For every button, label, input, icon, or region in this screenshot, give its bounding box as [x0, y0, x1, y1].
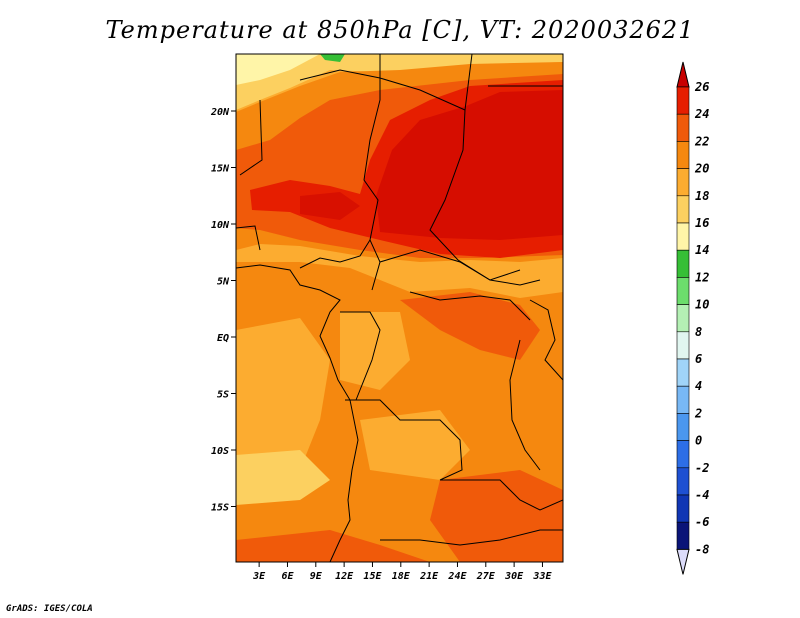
lat-tick-label: 5S — [217, 390, 229, 401]
lon-tick-label: 18E — [392, 571, 411, 582]
colorbar-label: 10 — [695, 298, 709, 312]
colorbar-swatch — [676, 440, 690, 469]
colorbar-label: 12 — [695, 270, 709, 284]
colorbar-swatch — [676, 86, 690, 115]
lon-tick-label: 15E — [363, 571, 382, 582]
lat-tick-label: 5N — [217, 277, 230, 288]
colorbar-bottom-arrow — [676, 548, 690, 575]
colorbar-label: -8 — [695, 542, 709, 556]
colorbar-swatch — [676, 304, 690, 333]
colorbar-label: -2 — [695, 461, 709, 475]
border-angola — [345, 399, 463, 481]
colorbar-label: 14 — [695, 243, 709, 257]
lon-tick-label: 27E — [476, 571, 496, 582]
field-26-west — [300, 192, 360, 220]
border-drc-north — [409, 291, 531, 321]
lon-tick-label: 6E — [281, 571, 294, 582]
field-16-southwest — [236, 450, 330, 505]
colorbar-swatch — [676, 413, 690, 441]
latitude-axis: 20N 15N 10N 5N EQ 5S 10S 15S — [210, 107, 236, 514]
field-18-angola — [360, 410, 470, 480]
lat-tick-label: 10S — [211, 446, 229, 457]
colorbar-swatch — [676, 358, 690, 387]
lat-tick-label: 20N — [210, 107, 230, 118]
field-16-north — [236, 54, 563, 110]
field-12-north — [320, 54, 345, 62]
border-congo — [340, 311, 381, 401]
colorbar-label: 6 — [695, 352, 702, 366]
lon-tick-label: 33E — [532, 571, 552, 582]
lat-tick-label: EQ — [217, 333, 229, 344]
border-lakes — [509, 339, 541, 471]
colorbar-swatch — [676, 494, 690, 523]
field-26-core — [376, 90, 563, 240]
border-namibia — [380, 529, 563, 546]
colorbar-swatch — [676, 141, 690, 169]
colorbar-label: 4 — [695, 379, 702, 393]
colorbar-label: 22 — [694, 134, 709, 148]
colorbar-label: 26 — [694, 80, 709, 94]
colorbar-swatch — [676, 249, 690, 278]
border-uganda — [529, 299, 563, 381]
colorbar-label: -6 — [695, 515, 709, 529]
colorbar-label: 8 — [695, 325, 702, 339]
colorbar-label: 24 — [694, 107, 709, 121]
colorbar-label: 0 — [695, 434, 702, 448]
colorbar-top-arrow — [676, 61, 690, 88]
field-22-south — [236, 530, 430, 562]
lat-tick-label: 15N — [211, 164, 230, 175]
map-frame — [235, 53, 564, 563]
field-14-north — [236, 54, 320, 85]
coastline — [236, 264, 359, 562]
colorbar-swatch — [676, 113, 690, 142]
colorbar-label: 18 — [695, 189, 709, 203]
border-niger — [239, 99, 263, 176]
colorbar-label: 2 — [694, 406, 702, 420]
lon-tick-label: 3E — [252, 571, 266, 582]
colorbar-swatch — [676, 277, 690, 305]
colorbar-label: 16 — [695, 216, 709, 230]
chart-title: Temperature at 850hPa [C], VT: 202003262… — [105, 16, 695, 44]
colorbar-label: -4 — [695, 488, 709, 502]
border-nigeria — [236, 225, 261, 251]
temperature-field — [236, 54, 563, 562]
longitude-axis: 3E 6E 9E 12E 15E 18E 21E 24E 27E 30E 33E — [252, 562, 552, 582]
country-borders — [236, 54, 563, 562]
colorbar-swatch — [676, 331, 690, 360]
border-cameroon — [299, 239, 371, 269]
lon-tick-label: 30E — [504, 571, 524, 582]
border-car — [379, 249, 541, 286]
colorbar-swatch — [676, 195, 690, 224]
field-18-congo — [340, 312, 410, 390]
field-22-zambia — [430, 470, 563, 562]
lat-tick-label: 10N — [211, 220, 230, 231]
colorbar-swatch — [676, 385, 690, 414]
lon-tick-label: 24E — [447, 571, 467, 582]
lon-tick-label: 9E — [310, 571, 323, 582]
software-credit: GrADS: IGES/COLA — [6, 604, 93, 614]
border-libya-egypt — [464, 54, 473, 111]
colorbar-swatch — [676, 168, 690, 197]
colorbar-swatch — [676, 222, 690, 251]
lon-tick-label: 21E — [419, 571, 439, 582]
lon-tick-label: 12E — [335, 571, 354, 582]
lat-tick-label: 15S — [211, 503, 229, 514]
colorbar-swatch — [676, 521, 690, 550]
field-22-east — [400, 292, 540, 360]
border-zambia — [440, 479, 563, 511]
border-chad-west — [363, 54, 381, 291]
colorbar-swatch — [676, 467, 690, 496]
colorbar-label: 20 — [694, 162, 709, 176]
